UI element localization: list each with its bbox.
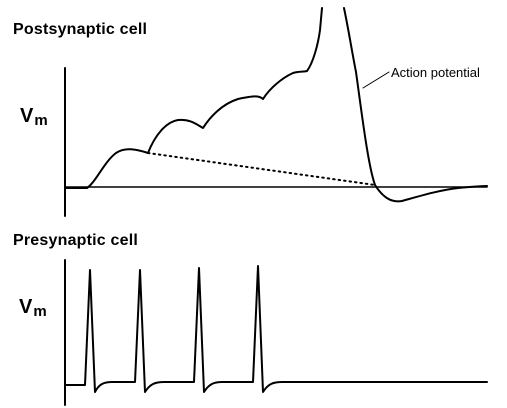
presynaptic-panel bbox=[64, 259, 488, 406]
postsynaptic-membrane-trace bbox=[64, 7, 323, 189]
presynaptic-spike-train bbox=[64, 265, 488, 393]
presynaptic-vm-label: Vm bbox=[19, 296, 47, 320]
action-potential-label: Action potential bbox=[391, 65, 480, 80]
postsynaptic-vm-letter: V bbox=[20, 105, 34, 127]
presynaptic-title: Presynaptic cell bbox=[13, 232, 139, 249]
postsynaptic-title: Postsynaptic cell bbox=[13, 21, 148, 38]
presynaptic-vm-letter: V bbox=[19, 296, 33, 318]
postsynaptic-panel bbox=[64, 7, 488, 217]
action-potential-pointer bbox=[362, 71, 390, 89]
action-potential-repolarization bbox=[343, 7, 488, 203]
presynaptic-vm-subscript: m bbox=[33, 303, 47, 320]
postsynaptic-vm-label: Vm bbox=[20, 105, 48, 129]
passive-decay-dotted-line bbox=[147, 152, 376, 186]
postsynaptic-vm-subscript: m bbox=[34, 112, 48, 129]
